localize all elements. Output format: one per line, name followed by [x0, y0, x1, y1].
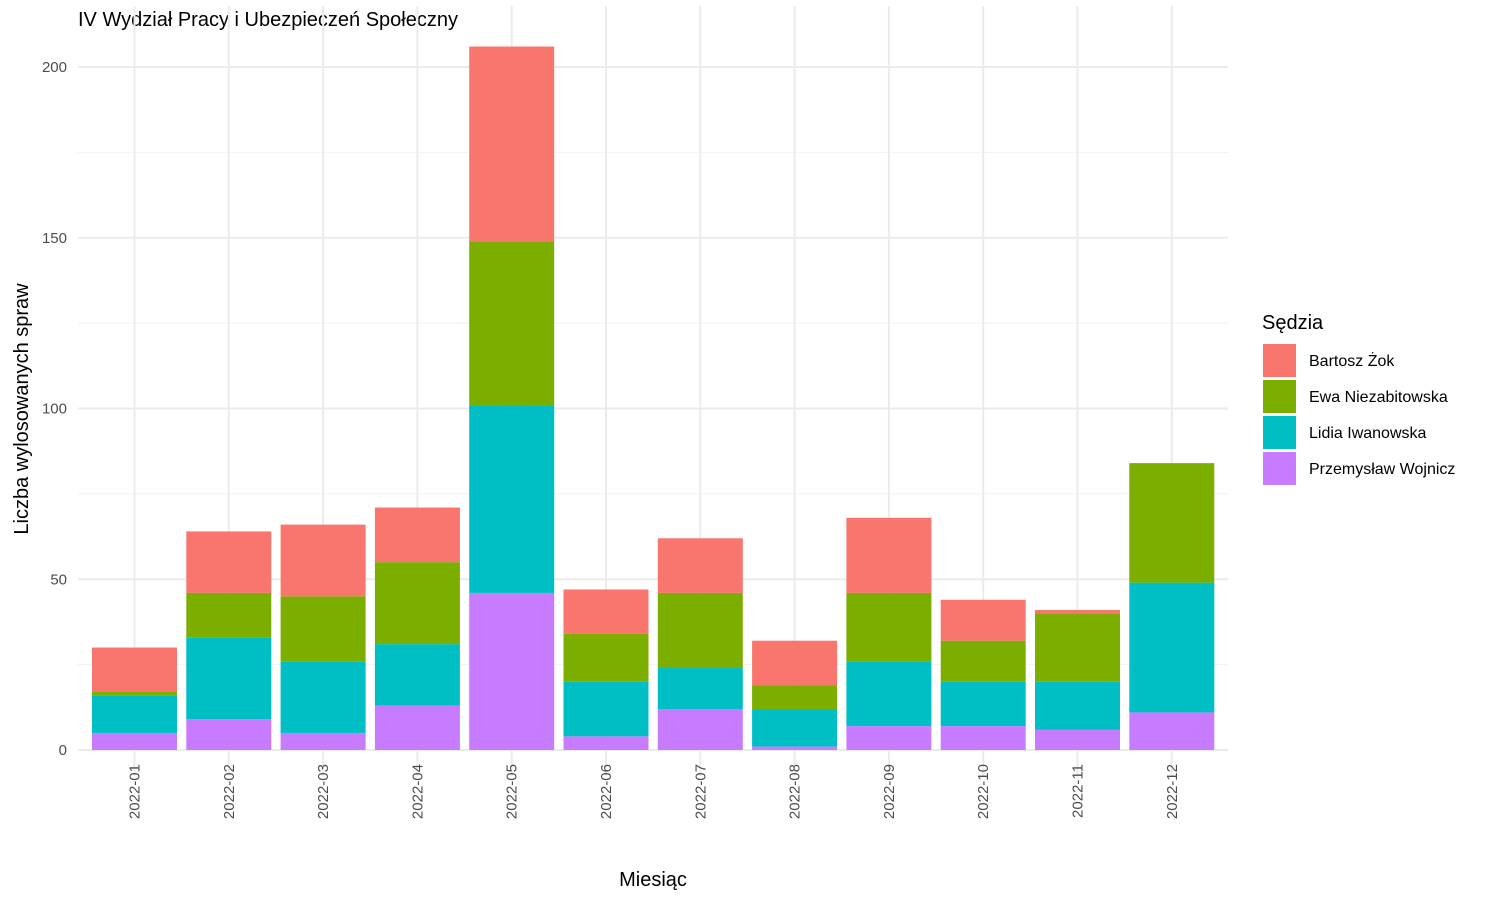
bar-segment: [374, 562, 460, 645]
legend-swatch: [1263, 380, 1296, 413]
bar-segment: [280, 661, 366, 733]
bar-segment: [469, 241, 555, 406]
legend-swatch: [1263, 344, 1296, 377]
bar-segment: [940, 599, 1026, 641]
y-tick-label: 100: [42, 401, 67, 418]
legend-swatch: [1263, 452, 1296, 485]
bar-segment: [657, 592, 743, 669]
bar-segment: [1035, 609, 1120, 614]
y-axis-title: Liczba wylosowanych spraw: [11, 283, 33, 535]
bar-segment: [469, 405, 555, 593]
bar-segment: [92, 695, 177, 733]
bars-layer: [92, 46, 1215, 750]
bar-segment: [752, 685, 838, 710]
bar-segment: [186, 637, 272, 720]
bar-segment: [1035, 613, 1120, 682]
legend-title: Sędzia: [1262, 312, 1324, 334]
bar-segment: [1035, 729, 1120, 750]
bar-segment: [752, 640, 838, 686]
x-tick-label: 2022-02: [221, 764, 238, 819]
y-tick-label: 50: [50, 571, 67, 588]
bar-segment: [1129, 463, 1215, 583]
legend-label: Lidia Iwanowska: [1309, 425, 1427, 442]
bar-segment: [752, 709, 838, 747]
bar-segment: [1035, 681, 1120, 730]
x-tick-labels: 2022-01 2022-02 2022-03 2022-04 2022-05 2022-…: [127, 764, 1181, 819]
bar-segment: [563, 681, 649, 737]
x-tick-label: 2022-09: [881, 764, 898, 819]
bar-segment: [469, 46, 555, 242]
bar-segment: [1129, 712, 1215, 750]
x-tick-label: 2022-05: [504, 764, 521, 819]
legend-items: Bartosz Żok Ewa Niezabitowska Lidia Iwanow…: [1263, 344, 1455, 485]
bar-segment: [92, 732, 177, 750]
x-tick-label: 2022-04: [409, 764, 426, 819]
bar-segment: [846, 592, 932, 662]
bar-segment: [563, 633, 649, 682]
bar-segment: [92, 691, 177, 696]
y-tick-label: 150: [42, 230, 67, 247]
bar-segment: [186, 592, 272, 638]
bar-segment: [846, 661, 932, 727]
bar-segment: [280, 596, 366, 662]
bar-segment: [374, 705, 460, 750]
bar-segment: [186, 719, 272, 750]
x-tick-label: 2022-11: [1070, 764, 1087, 818]
x-tick-label: 2022-12: [1164, 764, 1181, 819]
x-tick-label: 2022-08: [787, 764, 804, 819]
bar-segment: [752, 746, 838, 750]
bar-segment: [1129, 582, 1215, 713]
bar-segment: [657, 709, 743, 750]
bar-segment: [280, 732, 366, 750]
bar-segment: [563, 589, 649, 634]
bar-segment: [563, 736, 649, 750]
legend-label: Bartosz Żok: [1309, 351, 1395, 370]
legend: Sędzia Bartosz Żok Ewa Niezabitowska Lidia…: [1262, 312, 1455, 485]
y-tick-label: 200: [42, 59, 67, 76]
bar-segment: [657, 538, 743, 593]
legend-label: Ewa Niezabitowska: [1309, 389, 1448, 406]
x-tick-label: 2022-03: [315, 764, 332, 819]
bar-segment: [374, 507, 460, 563]
bar-segment: [186, 531, 272, 593]
x-tick-label: 2022-10: [975, 764, 992, 819]
bar-segment: [280, 524, 366, 597]
chart-title: IV Wydział Pracy i Ubezpieczeń Społeczny: [78, 9, 458, 31]
y-tick-label: 0: [59, 742, 67, 759]
bar-segment: [469, 592, 555, 750]
bar-segment: [940, 681, 1026, 727]
bar-segment: [92, 647, 177, 692]
bar-segment: [940, 640, 1026, 682]
bar-segment: [374, 644, 460, 706]
y-tick-labels: 0 50 100 150 200: [42, 59, 67, 759]
x-tick-label: 2022-07: [692, 764, 709, 819]
bar-segment: [940, 726, 1026, 750]
bar-segment: [846, 726, 932, 750]
legend-swatch: [1263, 416, 1296, 449]
legend-label: Przemysław Wojnicz: [1309, 461, 1455, 478]
bar-segment: [657, 668, 743, 710]
x-tick-label: 2022-01: [127, 764, 144, 819]
bar-segment: [846, 517, 932, 593]
x-tick-label: 2022-06: [598, 764, 615, 819]
x-axis-title: Miesiąc: [619, 869, 687, 891]
